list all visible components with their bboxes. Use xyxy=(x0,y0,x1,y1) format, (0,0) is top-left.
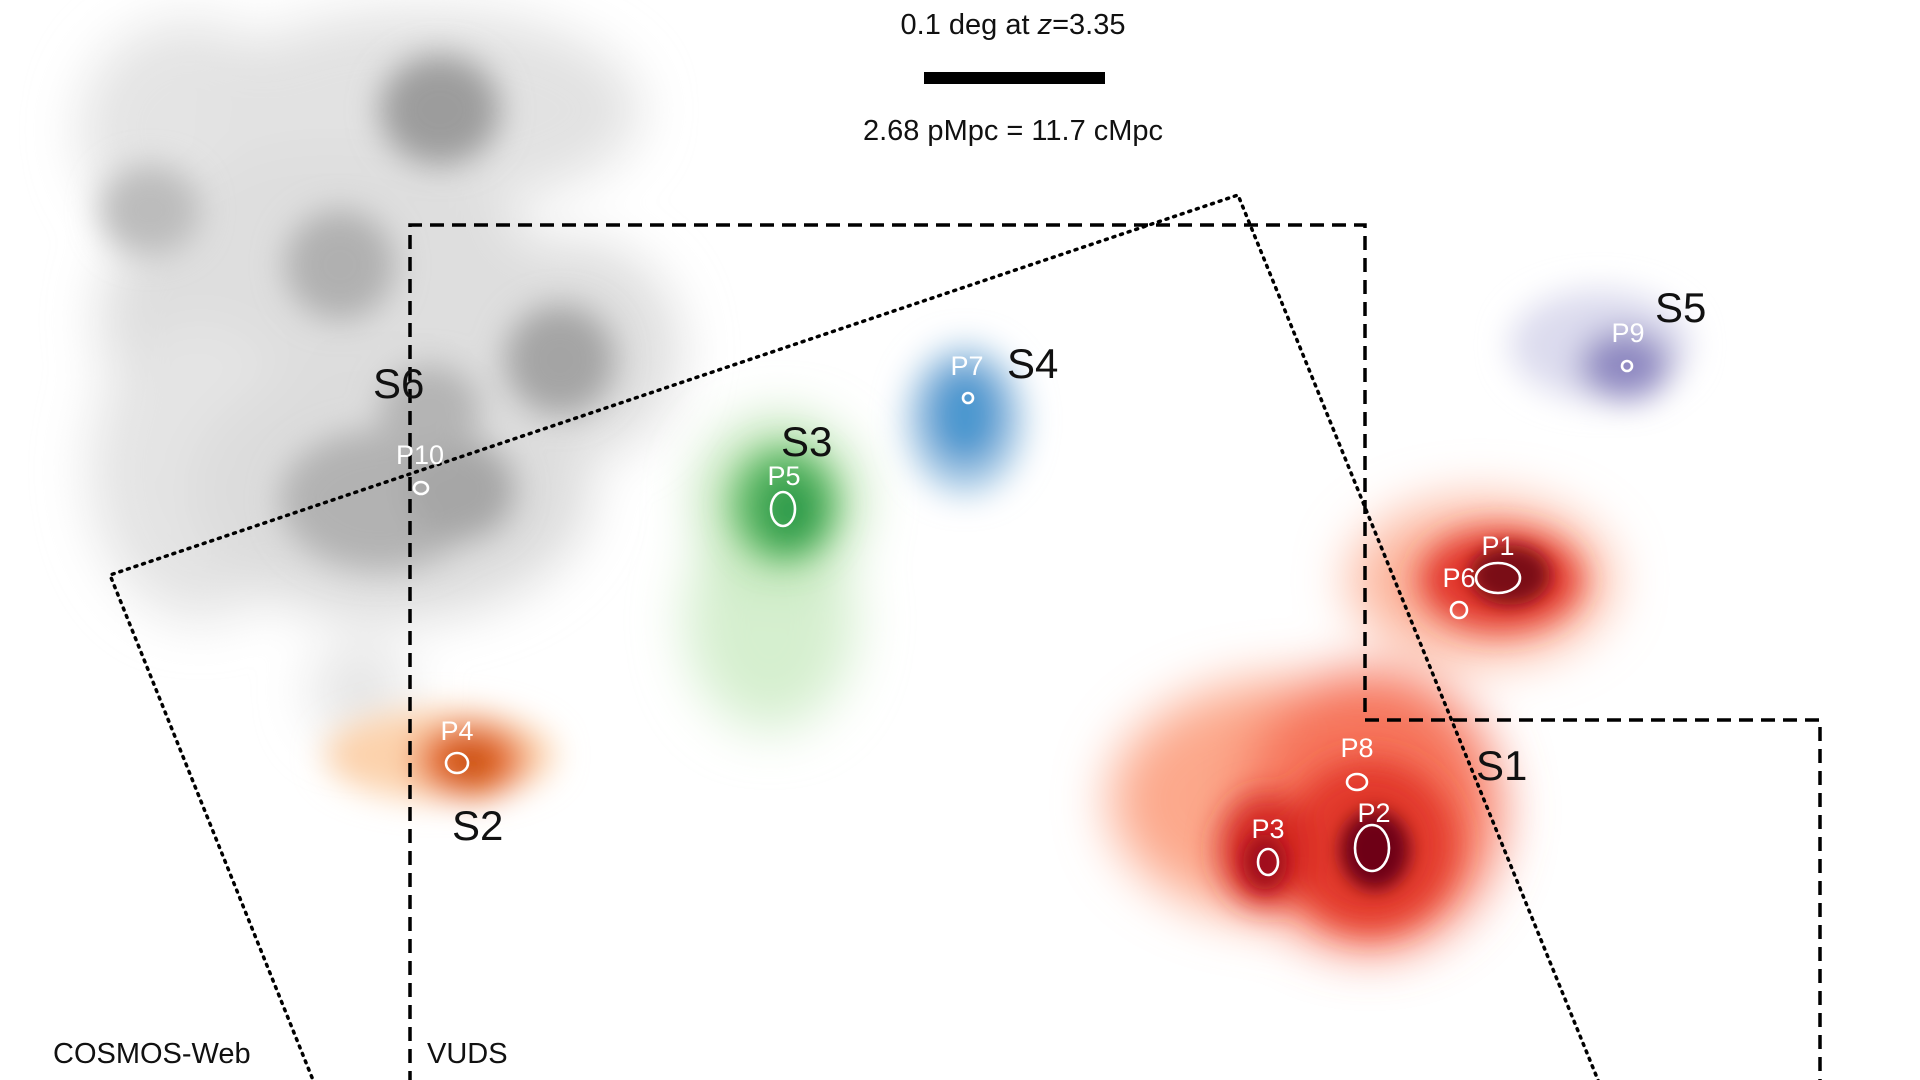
peak-label-p7: P7 xyxy=(950,351,983,381)
structure-label-s3: S3 xyxy=(781,418,832,465)
peak-label-p5: P5 xyxy=(767,461,800,491)
scale-bar: 0.1 deg at z=3.35 2.68 pMpc = 11.7 cMpc xyxy=(863,9,1163,147)
structure-s4-overdensity xyxy=(905,345,1025,495)
peak-label-p1: P1 xyxy=(1481,531,1514,561)
peak-label-p9: P9 xyxy=(1611,318,1644,348)
peak-label-p3: P3 xyxy=(1251,814,1284,844)
structure-s5-overdensity xyxy=(1510,290,1690,400)
structure-s1-overdensity xyxy=(1110,500,1610,950)
structure-label-s1: S1 xyxy=(1476,742,1527,789)
structure-label-s5: S5 xyxy=(1655,284,1706,331)
peak-p8-marker xyxy=(1345,772,1369,792)
peak-label-p8: P8 xyxy=(1340,733,1373,763)
scale-bar-angle-label: 0.1 deg at z=3.35 xyxy=(901,9,1126,41)
peak-label-p10: P10 xyxy=(396,440,444,470)
peak-p4-marker xyxy=(444,751,470,775)
structure-label-s6: S6 xyxy=(373,360,424,407)
scale-bar-distance-label: 2.68 pMpc = 11.7 cMpc xyxy=(863,115,1163,147)
peak-p5-marker xyxy=(769,490,797,528)
structure-label-s4: S4 xyxy=(1007,340,1058,387)
cosmos-web-footprint xyxy=(107,192,1600,1080)
peak-p6-marker xyxy=(1449,600,1469,620)
peak-p1-marker xyxy=(1474,561,1522,595)
structure-s3-overdensity xyxy=(685,420,860,730)
peak-p3-marker xyxy=(1256,847,1280,877)
structure-label-s2: S2 xyxy=(452,802,503,849)
peak-p7-marker xyxy=(961,391,975,405)
vuds-label: VUDS xyxy=(427,1038,508,1070)
peak-p9-marker xyxy=(1620,359,1634,373)
cosmos-web-label: COSMOS-Web xyxy=(53,1038,251,1070)
structure-s6-overdensity xyxy=(80,10,680,740)
peak-label-p2: P2 xyxy=(1357,798,1390,828)
scale-bar-line xyxy=(924,72,1105,84)
peak-p10-marker xyxy=(412,480,430,496)
structure-s2-overdensity xyxy=(325,710,555,800)
peak-p2-marker xyxy=(1353,823,1391,873)
peak-label-p4: P4 xyxy=(440,716,473,746)
vuds-footprint xyxy=(408,223,1822,1080)
peak-label-p6: P6 xyxy=(1442,563,1475,593)
